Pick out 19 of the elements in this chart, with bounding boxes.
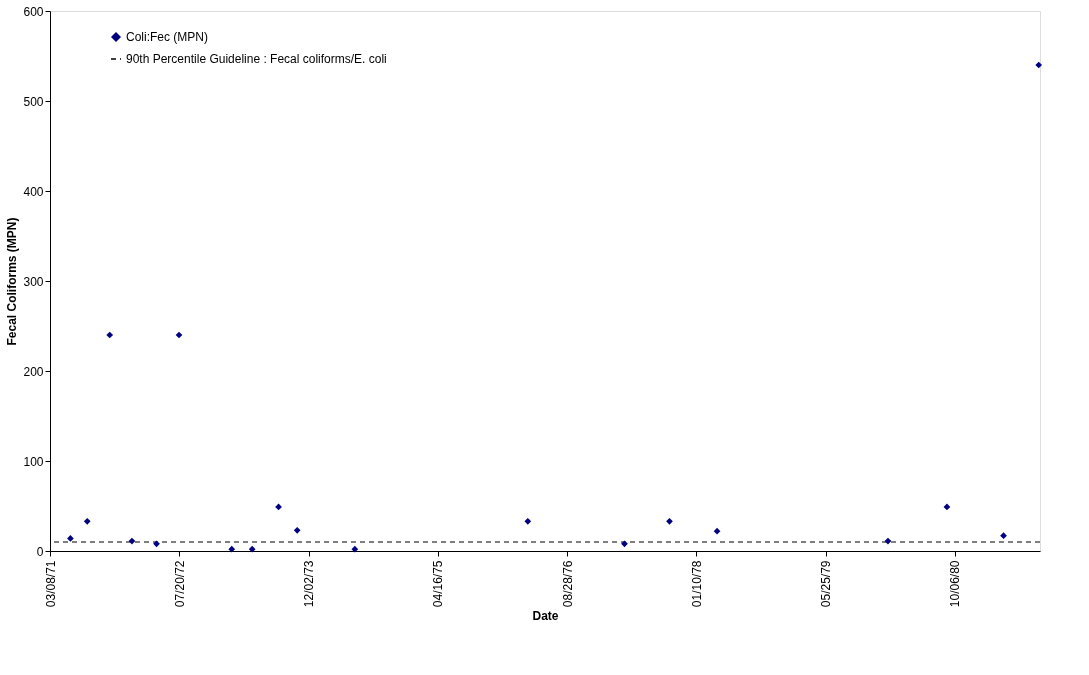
y-tick-label: 300 [23,274,44,289]
y-tick-label: 400 [23,184,44,199]
y-tick-label: 500 [23,94,44,109]
x-tick-label: 04/16/75 [431,560,446,608]
y-axis-title: Fecal Coliforms (MPN) [5,217,20,346]
x-tick-label: 03/08/71 [43,560,58,608]
y-tick-label: 200 [23,364,44,379]
x-tick-label: 05/25/79 [819,560,834,608]
x-tick-label: 08/28/76 [560,560,575,608]
x-tick-label: 10/06/80 [948,560,963,608]
y-tick-label: 0 [36,544,44,559]
x-axis-title: Date [532,609,559,624]
x-tick-label: 01/10/78 [689,560,704,608]
y-tick-label: 600 [23,4,44,19]
legend-label: Coli:Fec (MPN) [126,30,209,44]
y-tick-label: 100 [23,454,44,469]
x-tick-label: 07/20/72 [172,560,187,608]
x-tick-label: 12/02/73 [302,560,317,608]
legend-label: 90th Percentile Guideline : Fecal coliforms/E. coli [126,52,387,66]
